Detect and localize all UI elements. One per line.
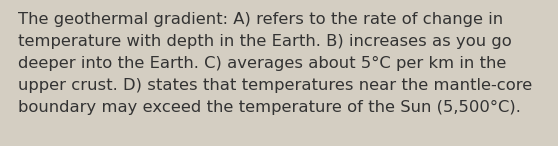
Text: boundary may exceed the temperature of the Sun (5,500°C).: boundary may exceed the temperature of t… (18, 100, 521, 115)
Text: The geothermal gradient: A) refers to the rate of change in: The geothermal gradient: A) refers to th… (18, 12, 503, 27)
Text: temperature with depth in the Earth. B) increases as you go: temperature with depth in the Earth. B) … (18, 34, 512, 49)
Text: deeper into the Earth. C) averages about 5°C per km in the: deeper into the Earth. C) averages about… (18, 56, 506, 71)
Text: upper crust. D) states that temperatures near the mantle-core: upper crust. D) states that temperatures… (18, 78, 532, 93)
